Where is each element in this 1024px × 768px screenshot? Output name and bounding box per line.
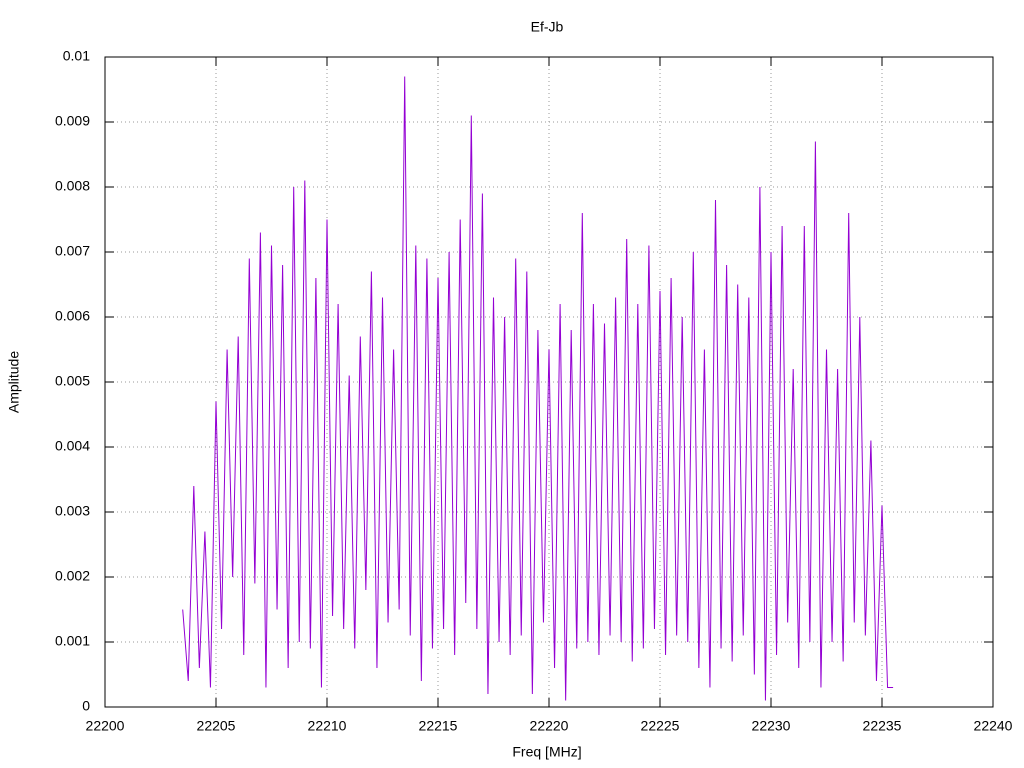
y-tick-label: 0.008 bbox=[55, 178, 90, 194]
y-tick-label: 0.002 bbox=[55, 568, 90, 584]
x-tick-label: 22240 bbox=[974, 718, 1013, 734]
x-tick-label: 22230 bbox=[752, 718, 791, 734]
y-tick-label: 0.004 bbox=[55, 438, 90, 454]
y-axis-label: Amplitude bbox=[6, 351, 22, 413]
x-tick-label: 22225 bbox=[641, 718, 680, 734]
data-line bbox=[182, 76, 894, 701]
x-tick-label: 22235 bbox=[863, 718, 902, 734]
y-tick-label: 0.001 bbox=[55, 633, 90, 649]
y-tick-label: 0.009 bbox=[55, 113, 90, 129]
x-axis-label: Freq [MHz] bbox=[512, 744, 581, 760]
y-tick-label: 0.007 bbox=[55, 243, 90, 259]
x-tick-label: 22205 bbox=[197, 718, 236, 734]
x-tick-label: 22200 bbox=[86, 718, 125, 734]
plot-border bbox=[104, 56, 994, 708]
x-tick-label: 22215 bbox=[419, 718, 458, 734]
y-tick-label: 0.005 bbox=[55, 373, 90, 389]
y-tick-label: 0.006 bbox=[55, 308, 90, 324]
y-tick-label: 0.01 bbox=[63, 48, 90, 64]
chart-title: Ef-Jb bbox=[531, 19, 564, 35]
y-tick-label: 0.003 bbox=[55, 503, 90, 519]
y-tick-label: 0 bbox=[82, 698, 90, 714]
x-tick-label: 22220 bbox=[530, 718, 569, 734]
x-tick-label: 22210 bbox=[308, 718, 347, 734]
